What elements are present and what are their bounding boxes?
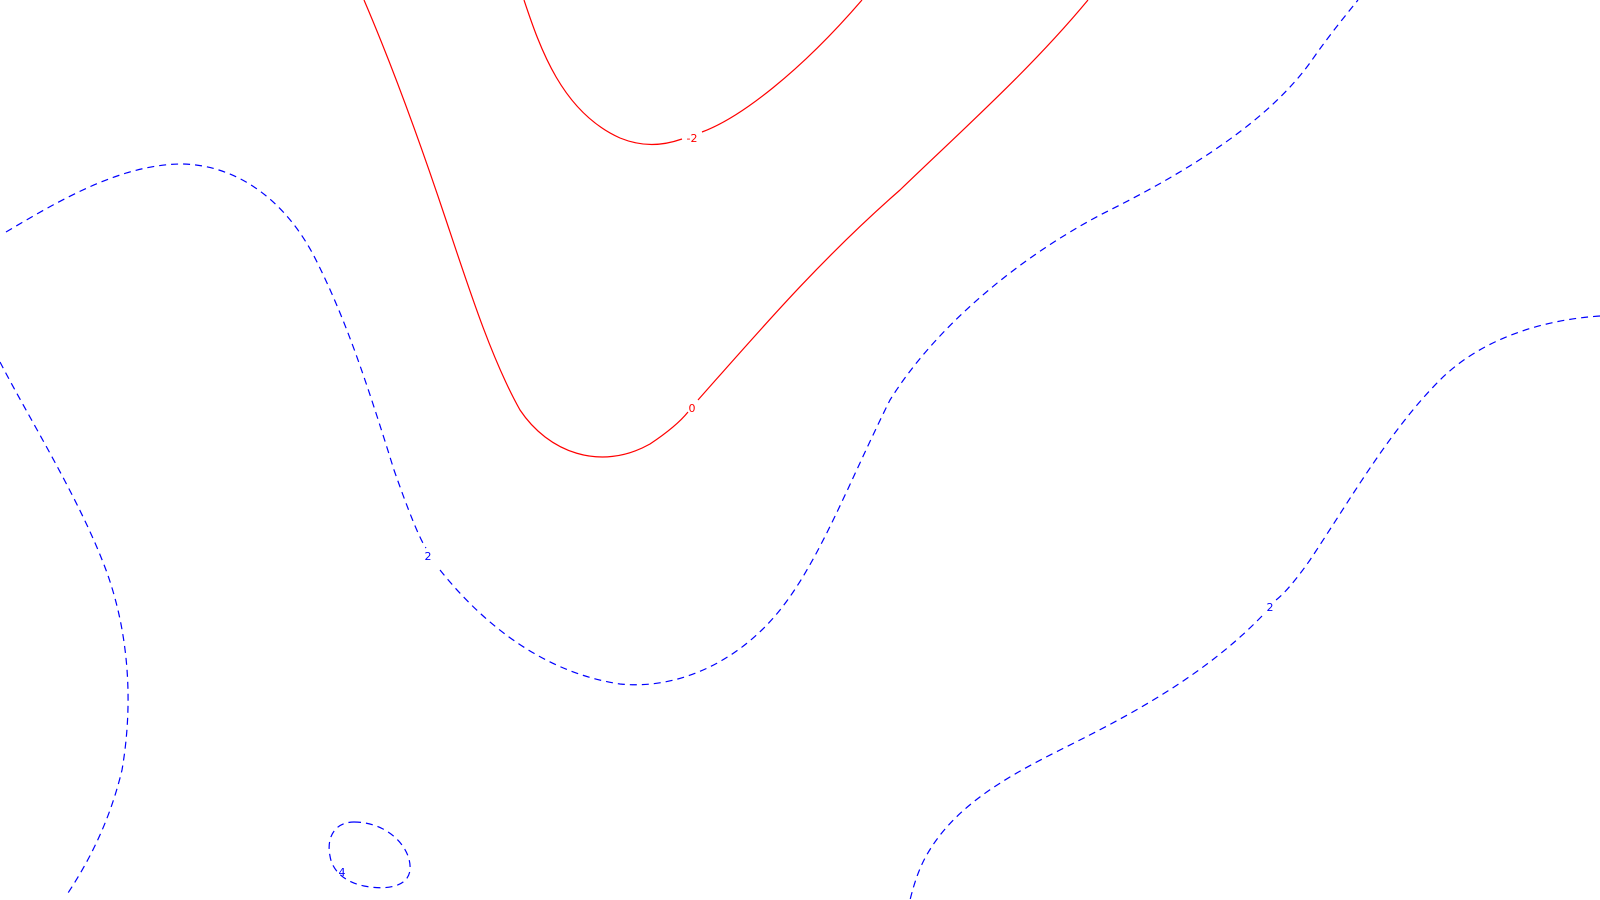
contour-line-2-right — [1275, 315, 1600, 601]
contour-4-loop: 4 — [328, 821, 411, 889]
contour-line-2-right-b — [909, 615, 1263, 900]
contour-line-2-center — [5, 163, 427, 549]
contour-0: 0 — [363, 0, 1089, 458]
contour-label-2-center: 2 — [425, 550, 432, 563]
contour-label-4: 4 — [339, 866, 346, 879]
contour-line-0-b — [697, 0, 1089, 401]
contour-label-0: 0 — [689, 402, 696, 415]
contour-left-edge — [0, 361, 129, 897]
contour-line-4-loop — [328, 821, 411, 889]
contour-label-neg2: -2 — [687, 132, 698, 145]
contour-2-right: 2 — [909, 315, 1600, 900]
contour-line-neg2 — [523, 0, 683, 146]
contour-line-2-center-b — [439, 0, 1359, 686]
contour-line-neg2-b — [701, 0, 863, 133]
contour-label-2-right: 2 — [1267, 601, 1274, 614]
contour-neg2: -2 — [523, 0, 863, 146]
contour-line-left-edge — [0, 361, 129, 897]
contour-line-0 — [363, 0, 689, 458]
contour-2-center: 2 — [5, 0, 1359, 686]
